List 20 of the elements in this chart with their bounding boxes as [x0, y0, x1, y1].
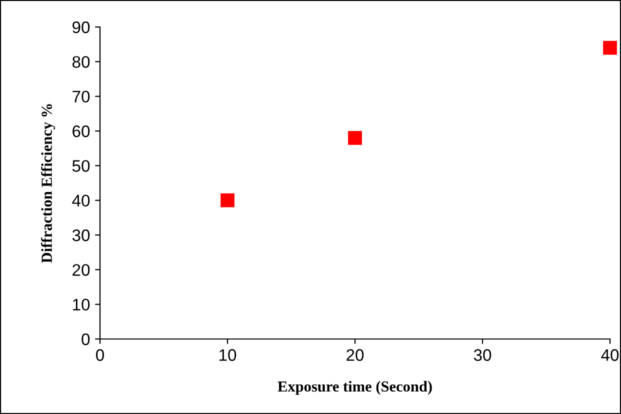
- y-tick-label: 40: [72, 194, 90, 207]
- y-axis-title: Diffraction Efficiency %: [41, 104, 56, 263]
- x-tick-label: 40: [601, 349, 619, 361]
- x-tick-label: 0: [96, 349, 104, 361]
- y-tick-label: 0: [82, 333, 90, 346]
- x-tick-label: 30: [474, 349, 492, 361]
- y-tick-label: 90: [72, 21, 90, 34]
- x-axis-title: Exposure time (Second): [278, 380, 432, 395]
- x-tick-label: 10: [220, 349, 236, 361]
- y-tick-label: 30: [72, 229, 90, 242]
- y-tick-label: 80: [72, 56, 90, 68]
- y-tick-label: 20: [72, 264, 90, 276]
- point: [603, 40, 617, 55]
- y-tick-label: 50: [72, 160, 90, 172]
- x-tick-label: 20: [346, 349, 364, 361]
- y-tick-label: 60: [72, 125, 90, 138]
- point: [348, 130, 362, 145]
- y-tick-label: 10: [73, 298, 90, 311]
- point: [220, 193, 234, 208]
- y-tick-label: 70: [72, 90, 90, 103]
